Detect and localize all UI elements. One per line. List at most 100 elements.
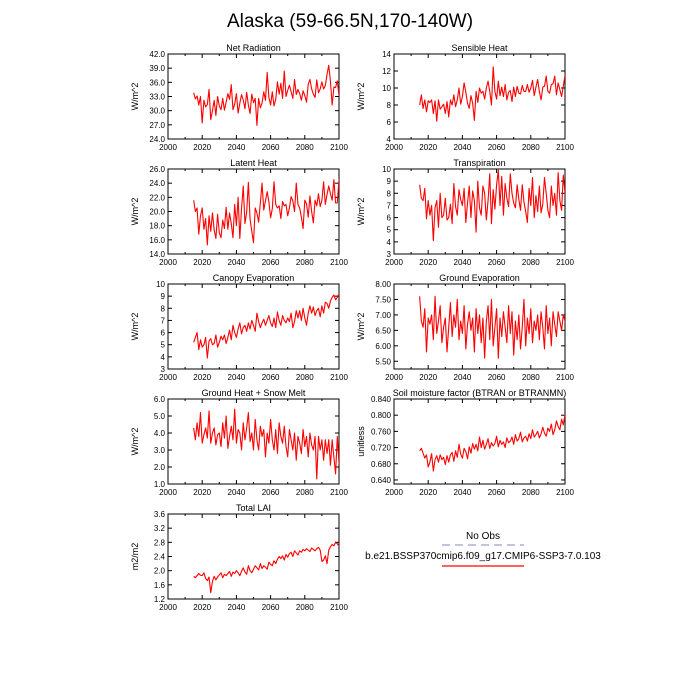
x-tick-label: 2020 [193,603,211,612]
x-tick-label: 2080 [296,143,314,152]
panel-title: Net Radiation [226,43,281,53]
y-tick-label: 10 [382,84,391,93]
y-tick-label: 9 [161,292,166,301]
y-tick-label: 8 [161,304,166,313]
panel-2: Latent Heat W/m^2 2000 2020 2040 2060 2080 2100… [130,158,348,267]
x-tick-label: 2040 [228,603,246,612]
y-tick-label: 0.800 [371,411,392,420]
y-tick-label: 5.0 [154,412,166,421]
y-tick-label: 18.0 [149,222,165,231]
legend-obs-label: No Obs [466,531,500,542]
y-tick-label: 2.8 [154,538,166,547]
x-tick-label: 2000 [385,488,403,497]
x-tick-label: 2040 [454,258,472,267]
y-tick-label: 20.0 [149,208,165,217]
x-tick-label: 2000 [159,373,177,382]
y-tick-label: 4.0 [154,429,166,438]
x-tick-label: 2060 [488,373,506,382]
y-tick-label: 12 [382,67,391,76]
series-line [419,413,565,472]
x-tick-label: 2080 [296,603,314,612]
y-axis-label: W/m^2 [130,83,140,111]
panel-5: Ground Evaporation W/m^2 2000 2020 2040 2060 2… [356,273,574,382]
x-tick-label: 2020 [419,143,437,152]
y-tick-label: 6.0 [154,395,166,404]
x-tick-label: 2000 [159,603,177,612]
series-line [193,177,339,246]
y-tick-label: 6.50 [375,326,391,335]
y-tick-label: 39.0 [149,64,165,73]
y-tick-label: 5.50 [375,357,391,366]
x-tick-label: 2060 [488,143,506,152]
panel-1: Sensible Heat W/m^2 2000 2020 2040 2060 2080 21… [356,43,574,152]
x-tick-label: 2060 [262,488,280,497]
series-line [193,64,339,126]
x-tick-label: 2060 [488,488,506,497]
x-tick-label: 2060 [262,373,280,382]
panel-title: Soil moisture factor (BTRAN or BTRANMN) [393,388,567,398]
y-tick-label: 6.00 [375,342,391,351]
x-tick-label: 2040 [228,143,246,152]
series-line [419,66,565,122]
y-tick-label: 0.840 [371,395,392,404]
panel-6: Ground Heat + Snow Melt W/m^2 2000 2020 2040… [130,388,348,497]
x-tick-label: 2040 [228,258,246,267]
panel-title: Total LAI [236,503,271,513]
y-tick-label: 6 [161,329,166,338]
y-tick-label: 6 [387,118,392,127]
y-tick-label: 16.0 [149,236,165,245]
series-line [419,295,565,359]
y-tick-label: 7 [161,316,166,325]
x-tick-label: 2100 [330,143,348,152]
y-tick-label: 27.0 [149,121,165,130]
x-tick-label: 2000 [159,143,177,152]
y-tick-label: 14.0 [149,250,165,259]
panel-7: Soil moisture factor (BTRAN or BTRANMN) u… [356,388,574,497]
y-tick-label: 7 [387,201,392,210]
y-tick-label: 3.6 [154,510,166,519]
y-tick-label: 33.0 [149,93,165,102]
series-line [193,293,339,359]
y-tick-label: 3 [387,250,392,259]
x-tick-label: 2080 [522,143,540,152]
y-axis-label: unitless [356,426,366,457]
y-tick-label: 3 [161,365,166,374]
y-tick-label: 10 [156,280,165,289]
legend: No Obs b.e21.BSSP370cmip6.f09_g17.CMIP6-… [365,531,601,567]
series-line [193,408,339,480]
y-tick-label: 6 [387,214,392,223]
x-tick-label: 2040 [228,373,246,382]
y-axis-label: W/m^2 [356,83,366,111]
x-tick-label: 2100 [330,603,348,612]
x-tick-label: 2020 [419,488,437,497]
panel-title: Transpiration [453,158,505,168]
y-tick-label: 1.0 [154,480,166,489]
plot-frame [167,513,340,600]
y-axis-label: W/m^2 [356,313,366,341]
y-tick-label: 5 [387,226,392,235]
y-tick-label: 24.0 [149,135,165,144]
y-tick-label: 5 [161,341,166,350]
panel-4: Canopy Evaporation W/m^2 2000 2020 2040 2060 2… [130,273,348,382]
plot-frame [167,53,340,140]
y-tick-label: 30.0 [149,107,165,116]
x-tick-label: 2060 [262,258,280,267]
x-tick-label: 2100 [556,488,574,497]
y-axis-label: W/m^2 [130,428,140,456]
y-tick-label: 4 [387,238,392,247]
figure-title: Alaska (59-66.5N,170-140W) [227,11,473,32]
y-tick-label: 4 [387,135,392,144]
panel-title: Ground Heat + Snow Melt [202,388,306,398]
y-tick-label: 42.0 [149,50,165,59]
y-tick-label: 3.2 [154,524,166,533]
y-tick-label: 26.0 [149,165,165,174]
y-tick-label: 4 [161,353,166,362]
y-tick-label: 36.0 [149,78,165,87]
y-axis-label: W/m^2 [130,313,140,341]
y-axis-label: W/m^2 [356,198,366,226]
panel-3: Transpiration W/m^2 2000 2020 2040 2060 2080 21… [356,158,574,267]
y-tick-label: 9 [387,177,392,186]
series-line [193,541,339,594]
x-tick-label: 2060 [262,603,280,612]
